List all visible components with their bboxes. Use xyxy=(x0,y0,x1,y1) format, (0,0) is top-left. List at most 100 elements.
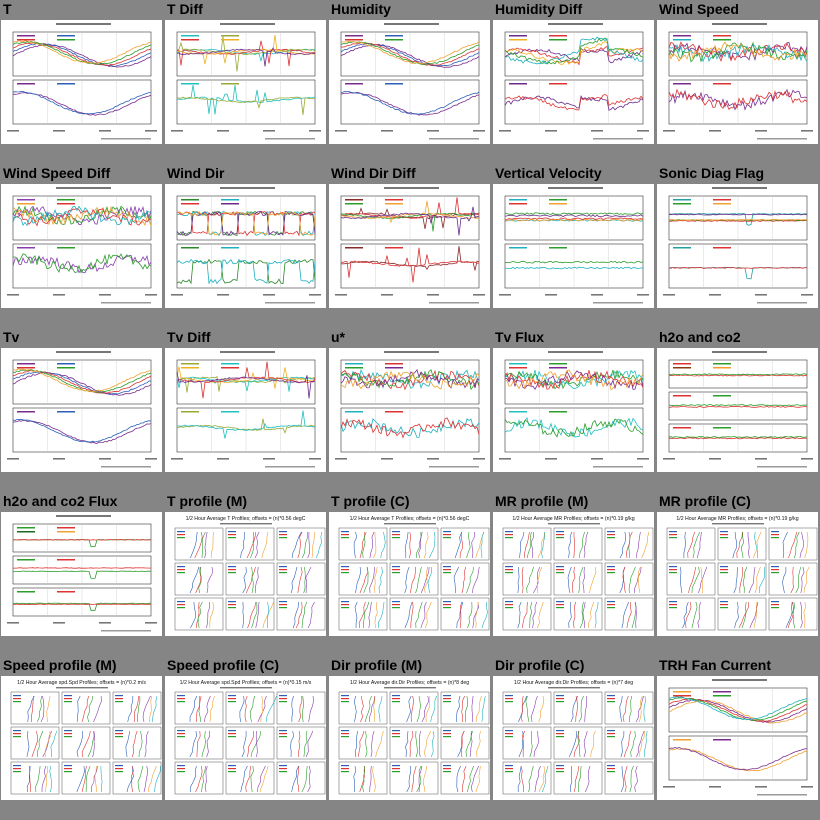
plot-thumbnail-link[interactable]: Speed profile (M) 1/2 Hour Average spd.Sp… xyxy=(0,656,164,820)
plot-thumbnail-image[interactable] xyxy=(493,184,654,308)
plot-thumbnail-image[interactable] xyxy=(657,184,818,308)
thumbnail-figure xyxy=(663,23,813,140)
plot-legend-glyph xyxy=(221,199,239,201)
plot-thumbnail-image[interactable] xyxy=(1,20,162,144)
plot-legend-glyph xyxy=(673,739,691,741)
plot-thumbnail-link[interactable]: Wind Dir xyxy=(164,164,328,328)
plot-footer-glyph xyxy=(265,138,315,140)
profile-line xyxy=(638,566,641,594)
profile-legend-glyph xyxy=(607,736,615,738)
profile-legend-glyph xyxy=(279,604,287,606)
plot-thumbnail-image[interactable] xyxy=(329,184,490,308)
plot-thumbnail-image[interactable] xyxy=(165,184,326,308)
plot-thumbnail-image[interactable]: 1/2 Hour Average spd.Spd Profiles; offse… xyxy=(1,676,162,800)
plot-thumbnail-link[interactable]: Sonic Diag Flag xyxy=(656,164,820,328)
plot-tick-label-glyph xyxy=(755,130,767,132)
plot-legend-glyph xyxy=(345,203,363,205)
profile-legend-glyph xyxy=(228,531,236,533)
plot-thumbnail-link[interactable]: h2o and co2 Flux xyxy=(0,492,164,656)
profile-line xyxy=(296,765,300,793)
plot-thumbnail-image[interactable]: 1/2 Hour Average MR Profiles; offsets = … xyxy=(657,512,818,636)
plot-thumbnail-link[interactable]: h2o and co2 xyxy=(656,328,820,492)
profile-line xyxy=(628,531,631,558)
plot-series-line xyxy=(668,437,808,440)
plot-title: Humidity Diff xyxy=(495,1,583,17)
profile-legend-glyph xyxy=(341,566,349,568)
plot-title: Wind Dir Diff xyxy=(331,165,416,181)
plot-thumbnail-image[interactable] xyxy=(1,512,162,636)
plot-series-line xyxy=(668,41,808,62)
plot-legend-glyph xyxy=(345,363,363,365)
profile-line xyxy=(378,566,383,594)
plot-thumbnail-image[interactable]: 1/2 Hour Average T Profiles; offsets = (… xyxy=(165,512,326,636)
thumbnail-figure xyxy=(335,351,485,468)
profile-legend-glyph xyxy=(177,771,185,773)
profile-line xyxy=(469,730,473,758)
plot-thumbnail-image[interactable]: 1/2 Hour Average spd.Spd Profiles; offse… xyxy=(165,676,326,800)
plot-thumbnail-link[interactable]: MR profile (C) 1/2 Hour Average MR Profil… xyxy=(656,492,820,656)
plot-thumbnail-link[interactable]: Humidity xyxy=(328,0,492,164)
plot-thumbnail-link[interactable]: Humidity Diff xyxy=(492,0,656,164)
plot-thumbnail-link[interactable]: Tv xyxy=(0,328,164,492)
profile-line xyxy=(206,730,211,758)
profile-line xyxy=(739,566,744,594)
plot-thumbnail-link[interactable]: MR profile (M) 1/2 Hour Average MR Profil… xyxy=(492,492,656,656)
plot-thumbnail-link[interactable]: Dir profile (C) 1/2 Hour Average dir.Dir … xyxy=(492,656,656,820)
plot-thumbnail-image[interactable] xyxy=(493,348,654,472)
plot-thumbnail-link[interactable]: Speed profile (C) 1/2 Hour Average spd.Sp… xyxy=(164,656,328,820)
thumbnail-figure xyxy=(335,187,485,304)
plot-thumbnail-image[interactable] xyxy=(165,20,326,144)
profile-subplot-frame xyxy=(604,597,654,631)
plot-tick-label-glyph xyxy=(53,458,65,460)
plot-thumbnail-link[interactable]: T Diff xyxy=(164,0,328,164)
profile-subplot-frame xyxy=(440,761,490,795)
profile-line xyxy=(782,567,787,594)
plot-thumbnail-image[interactable]: 1/2 Hour Average MR Profiles; offsets = … xyxy=(493,512,654,636)
plot-thumbnail-link[interactable]: Dir profile (M) 1/2 Hour Average dir.Dir … xyxy=(328,656,492,820)
plot-footer-glyph xyxy=(593,466,643,468)
plot-thumbnail-link[interactable]: T xyxy=(0,0,164,164)
plot-thumbnail-link[interactable]: Vertical Velocity xyxy=(492,164,656,328)
profile-line xyxy=(307,601,315,629)
plot-thumbnail-image[interactable] xyxy=(165,348,326,472)
plot-thumbnail-link[interactable]: Tv Diff xyxy=(164,328,328,492)
profile-legend-glyph xyxy=(64,771,72,773)
profile-subplot-frame xyxy=(768,562,818,596)
plot-thumbnail-link[interactable]: Wind Speed Diff xyxy=(0,164,164,328)
plot-series-line xyxy=(504,36,644,65)
profile-legend-glyph xyxy=(607,607,615,609)
profile-legend-glyph xyxy=(607,534,615,536)
plot-thumbnail-image[interactable] xyxy=(657,348,818,472)
plot-thumbnail-link[interactable]: Wind Dir Diff xyxy=(328,164,492,328)
profile-line xyxy=(368,601,372,629)
profile-line xyxy=(31,695,34,722)
plot-thumbnail-image[interactable] xyxy=(657,20,818,144)
profile-line xyxy=(406,765,412,793)
plot-thumbnail-image[interactable] xyxy=(1,184,162,308)
plot-thumbnail-link[interactable]: TRH Fan Current xyxy=(656,656,820,820)
profile-line xyxy=(311,531,316,559)
plot-thumbnail-link[interactable]: Tv Flux xyxy=(492,328,656,492)
profile-legend-glyph xyxy=(177,698,185,700)
plot-thumbnail-image[interactable] xyxy=(329,20,490,144)
profile-legend-glyph xyxy=(607,698,615,700)
plot-thumbnail-image[interactable]: 1/2 Hour Average dir.Dir Profiles; offse… xyxy=(329,676,490,800)
plot-legend-glyph xyxy=(345,247,363,249)
profile-legend-glyph xyxy=(720,607,728,609)
profile-line xyxy=(409,730,414,758)
profile-subplot-frame xyxy=(440,562,490,596)
plot-thumbnail-link[interactable]: T profile (C) 1/2 Hour Average T Profiles… xyxy=(328,492,492,656)
profile-line xyxy=(358,601,366,629)
plot-thumbnail-link[interactable]: Wind Speed xyxy=(656,0,820,164)
plot-thumbnail-image[interactable] xyxy=(1,348,162,472)
plot-thumbnail-image[interactable]: 1/2 Hour Average T Profiles; offsets = (… xyxy=(329,512,490,636)
plot-thumbnail-image[interactable] xyxy=(493,20,654,144)
profile-legend-glyph xyxy=(341,572,349,574)
profile-line xyxy=(700,566,704,594)
plot-thumbnail-image[interactable]: 1/2 Hour Average dir.Dir Profiles; offse… xyxy=(493,676,654,800)
plot-thumbnail-link[interactable]: T profile (M) 1/2 Hour Average T Profiles… xyxy=(164,492,328,656)
plot-thumbnail-image[interactable] xyxy=(657,676,818,800)
plot-thumbnail-image[interactable] xyxy=(329,348,490,472)
plot-tick-label-glyph xyxy=(663,294,675,296)
plot-thumbnail-link[interactable]: u* xyxy=(328,328,492,492)
